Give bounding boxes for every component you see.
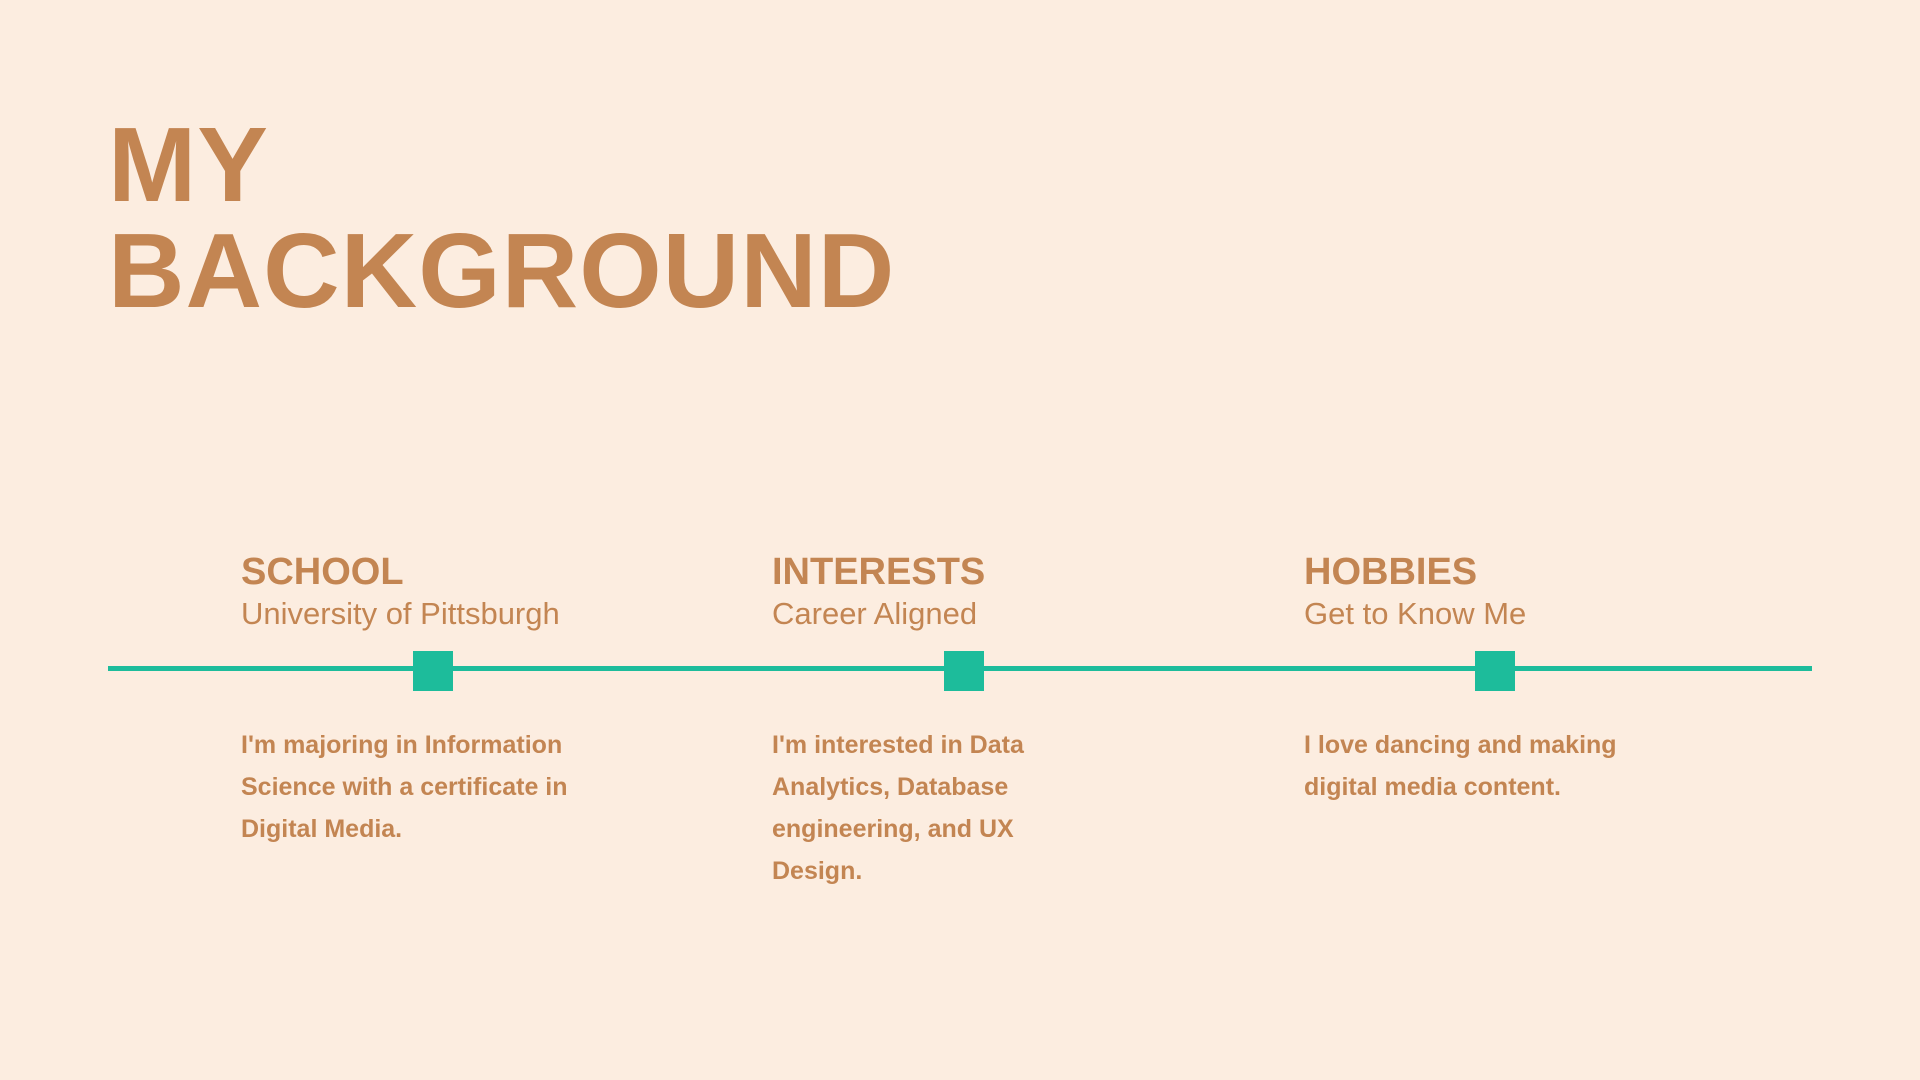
timeline-item-school: SCHOOL University of Pittsburgh I'm majo… [241,548,661,843]
school-heading: SCHOOL [241,551,404,593]
timeline-marker-school [413,651,453,691]
interests-heading: INTERESTS [772,551,986,593]
slide-title-line-2: BACKGROUND [108,212,896,330]
slide-title-line-1: MY [108,106,269,224]
timeline-marker-interests [944,651,984,691]
hobbies-heading: HOBBIES [1304,551,1478,593]
interests-description: I'm interested in Data Analytics, Databa… [772,731,1024,885]
timeline-item-interests: INTERESTS Career Aligned I'm interested … [772,548,1192,885]
slide-title: MY BACKGROUND [108,112,895,324]
hobbies-description: I love dancing and making digital media … [1304,731,1617,801]
school-subheading: University of Pittsburgh [241,596,560,631]
interests-subheading: Career Aligned [772,596,978,631]
timeline-item-hobbies: HOBBIES Get to Know Me I love dancing an… [1304,548,1724,801]
hobbies-subheading: Get to Know Me [1304,596,1527,631]
timeline-marker-hobbies [1475,651,1515,691]
school-description: I'm majoring in Information Science with… [241,731,568,843]
